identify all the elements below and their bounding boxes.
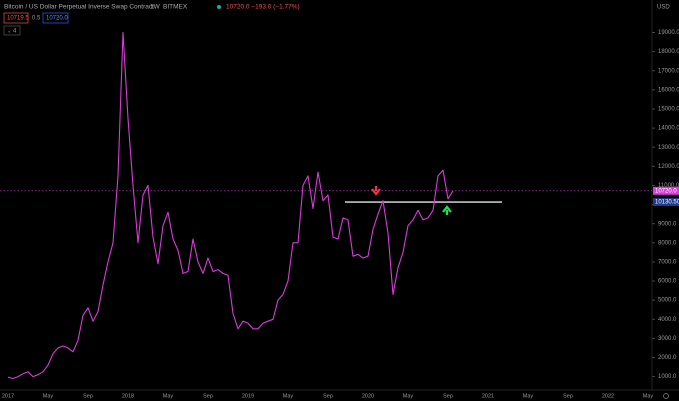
- x-tick-label: Sep: [563, 393, 573, 399]
- y-tick-label: 6000.0: [658, 279, 677, 285]
- y-tick-label: 7000.0: [658, 259, 677, 265]
- y-tick-label: 15000.0: [658, 107, 679, 113]
- support-tag: [653, 198, 679, 207]
- change: 10720.0 −193.0 (−1.77%): [226, 4, 300, 11]
- exchange: BITMEX: [163, 4, 188, 11]
- y-tick-label: 8000.0: [658, 240, 677, 246]
- up-arrow: [442, 205, 452, 215]
- y-tick-label: 17000.0: [658, 68, 679, 74]
- indicator-toggle[interactable]: [3, 25, 21, 36]
- y-tick-label: 1000.0: [658, 374, 677, 380]
- header: Bitcoin / US Dollar Perpetual Inverse Sw…: [3, 4, 300, 36]
- support-label: 10130.50: [655, 200, 679, 206]
- x-tick-label: 2019: [242, 393, 254, 399]
- y-tick-label: 13000.0: [658, 145, 679, 151]
- x-tick-label: May: [43, 393, 54, 399]
- x-tick-label: 2020: [362, 393, 374, 399]
- bid: 10719.5: [7, 16, 29, 22]
- last-price-label: 10720.0: [655, 188, 677, 194]
- ask-box[interactable]: [42, 12, 69, 24]
- currency: USD: [657, 5, 670, 11]
- status-dot: [217, 5, 221, 9]
- chevron: ⌄: [7, 28, 11, 34]
- x-tick-label: May: [163, 393, 174, 399]
- y-tick-label: 2000.0: [658, 355, 677, 361]
- x-tick-label: Sep: [323, 393, 333, 399]
- y-tick-label: 9000.0: [658, 221, 677, 227]
- y-tick-label: 11000.0: [658, 183, 679, 189]
- x-tick-label: 2018: [122, 393, 134, 399]
- y-tick-label: 14000.0: [658, 126, 679, 132]
- y-tick-label: 19000.0: [658, 30, 679, 36]
- symbol-title: Bitcoin / US Dollar Perpetual Inverse Sw…: [4, 4, 154, 11]
- x-tick-label: May: [643, 393, 654, 399]
- y-tick-label: 16000.0: [658, 87, 679, 93]
- x-tick-label: 2017: [2, 393, 14, 399]
- x-tick-label: 2021: [482, 393, 494, 399]
- last-price-tag: [653, 186, 679, 195]
- interval: 1W: [150, 4, 161, 11]
- price-line: [7, 31, 454, 380]
- y-tick-label: 3000.0: [658, 336, 677, 342]
- indicator-count: 4: [13, 29, 17, 35]
- x-tick-label: May: [523, 393, 534, 399]
- y-tick-label: 5000.0: [658, 298, 677, 304]
- x-tick-label: May: [403, 393, 414, 399]
- x-tick-label: Sep: [203, 393, 213, 399]
- y-tick-label: 12000.0: [658, 164, 679, 170]
- spread: 0.5: [32, 16, 41, 22]
- x-tick-label: Sep: [443, 393, 453, 399]
- bid-box[interactable]: [3, 12, 29, 24]
- x-tick-label: May: [283, 393, 294, 399]
- ask: 10720.0: [46, 16, 68, 22]
- settings-icon[interactable]: [663, 393, 669, 399]
- x-tick-label: 2022: [602, 393, 614, 399]
- y-tick-label: 18000.0: [658, 49, 679, 55]
- y-tick-label: 4000.0: [658, 317, 677, 323]
- x-tick-label: Sep: [83, 393, 93, 399]
